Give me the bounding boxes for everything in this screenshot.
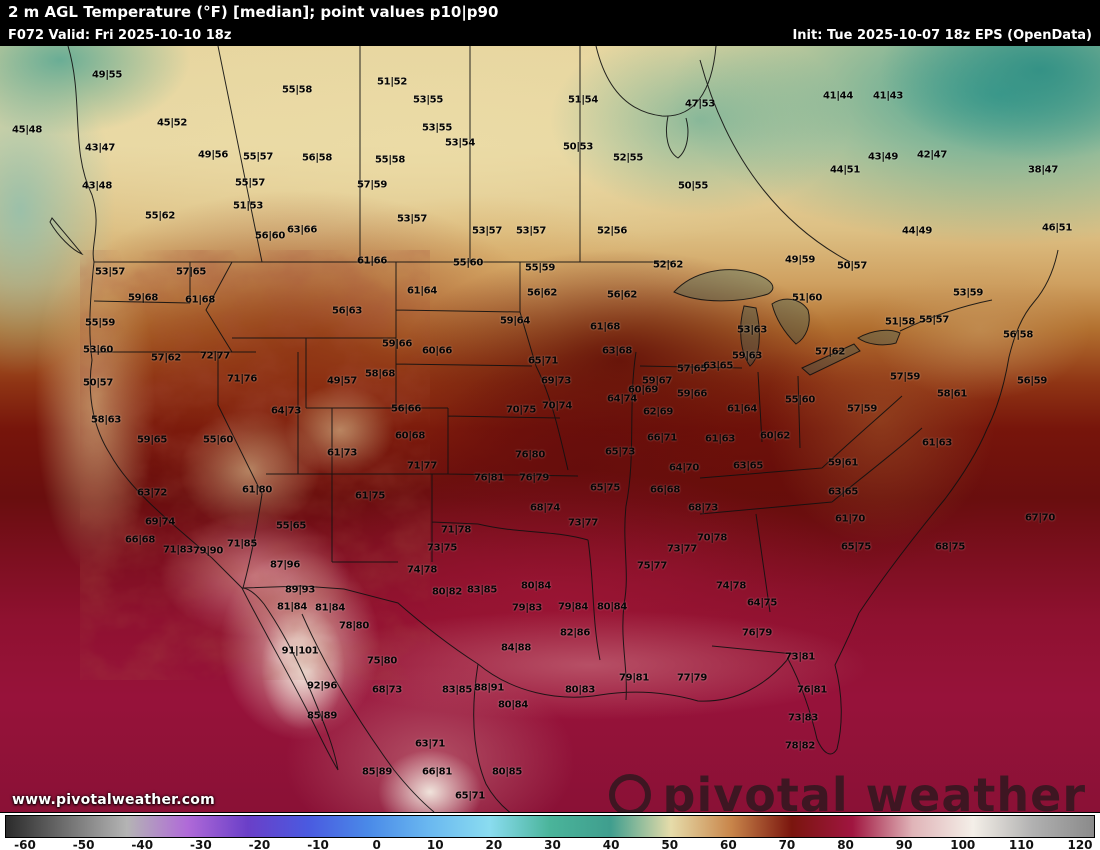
title-bar: 2 m AGL Temperature (°F) [median]; point… <box>0 0 1100 24</box>
gulf-coastline <box>477 658 789 702</box>
colorbar-tick: 50 <box>661 838 679 850</box>
colorbar-tick: -20 <box>248 838 271 850</box>
colorbar-tick: 10 <box>426 838 444 850</box>
colorbar-tick: 90 <box>895 838 913 850</box>
colorbar-tick: -50 <box>72 838 95 850</box>
mexico-east-coast <box>473 663 511 812</box>
colorbar-tick: 60 <box>719 838 737 850</box>
province-borders <box>217 46 851 263</box>
james-bay <box>665 115 689 159</box>
atlantic-coastline <box>858 249 1059 614</box>
pacific-coastline <box>67 46 243 589</box>
colorbar-tick: -60 <box>14 838 36 850</box>
vancouver-island <box>49 217 84 256</box>
colorbar-tick: -10 <box>307 838 329 850</box>
colorbar-tick: 70 <box>778 838 796 850</box>
lake-superior <box>673 269 774 302</box>
pivotal-logo-icon <box>608 774 651 816</box>
colorbar-tick: -40 <box>131 838 154 850</box>
great-lakes <box>673 269 901 376</box>
florida-coastline <box>787 612 860 755</box>
lake-michigan <box>740 305 760 367</box>
website-url: www.pivotalweather.com <box>12 792 215 808</box>
hudson-bay <box>595 46 717 117</box>
lake-huron <box>771 298 810 345</box>
temperature-colorbar <box>5 815 1095 838</box>
lake-ontario <box>857 329 901 346</box>
colorbar-tick: 110 <box>1008 838 1034 850</box>
colorbar-tick: 120 <box>1067 838 1093 850</box>
colorbar-tick-labels: -60 -50 -40 -30 -20 -10 0 10 20 30 40 50 60 70 80 90 100… <box>0 838 1100 850</box>
colorbar-tick: 20 <box>485 838 503 850</box>
us-mexico-border <box>241 585 479 665</box>
lake-erie <box>801 343 861 376</box>
colorbar-tick: -30 <box>189 838 212 850</box>
baja-peninsula <box>241 587 339 771</box>
colorbar-tick: 40 <box>602 838 620 850</box>
info-bar: F072 Valid: Fri 2025-10-10 18z Init: Tue… <box>0 24 1100 46</box>
brand-name: pivotal weather <box>662 768 1086 822</box>
brand-watermark: pivotal weather <box>608 768 1086 822</box>
canada-us-border-east <box>899 299 993 332</box>
valid-time-label: F072 Valid: Fri 2025-10-10 18z <box>8 27 232 43</box>
colorbar-footer: -60 -50 -40 -30 -20 -10 0 10 20 30 40 50 60 70 80 90 100… <box>0 812 1100 850</box>
state-borders <box>90 261 923 701</box>
mexico-west-coast <box>301 613 435 812</box>
colorbar-tick: 100 <box>950 838 976 850</box>
colorbar-tick: 0 <box>372 838 381 850</box>
colorbar-tick: 30 <box>544 838 561 850</box>
map-title: 2 m AGL Temperature (°F) [median]; point… <box>8 3 499 21</box>
terrain-texture <box>80 250 430 680</box>
init-time-label: Init: Tue 2025-10-07 18z EPS (OpenData) <box>792 27 1092 43</box>
colorbar-tick: 80 <box>837 838 854 850</box>
